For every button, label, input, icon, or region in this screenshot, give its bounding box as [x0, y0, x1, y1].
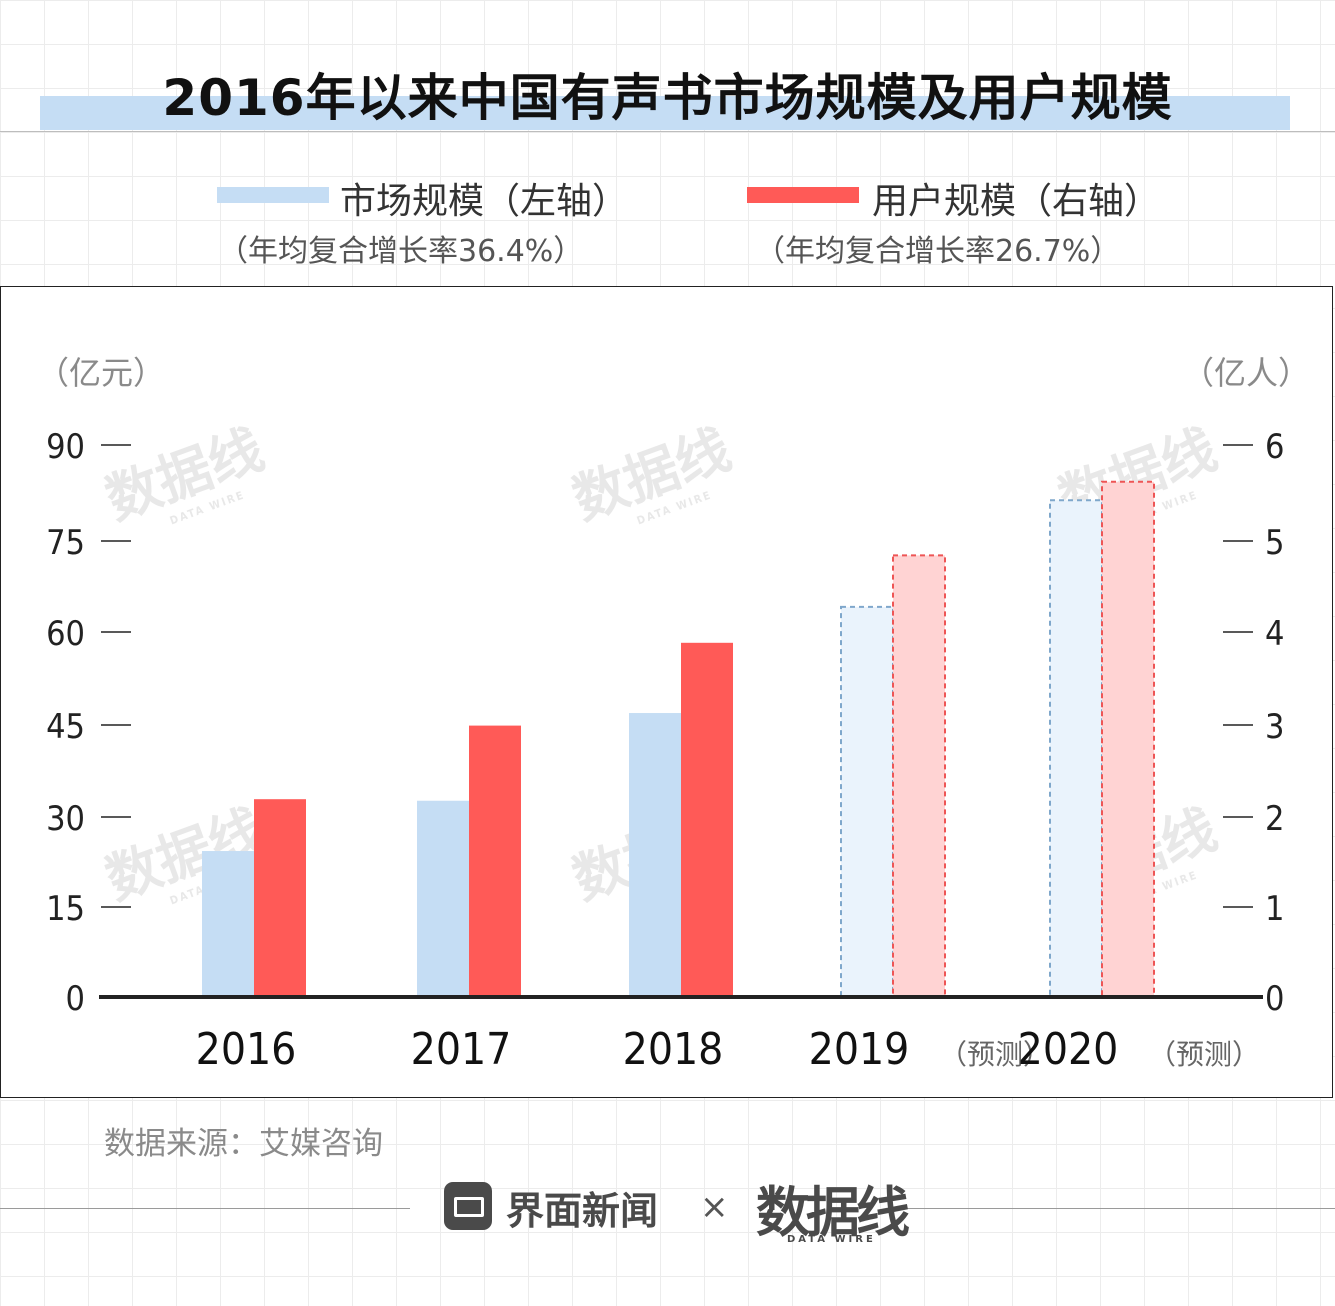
axis-layer: 90 75 60 45 30 15 0 6 5 4 3 2 1 0 2016 2017 2018 2019 （预测）…: [46, 427, 1284, 1075]
footer-line-right: [906, 1208, 1335, 1209]
bar-users-2016: [254, 799, 306, 997]
x-tick-label-2019: 2019: [809, 1024, 910, 1075]
datawire-logo: 数据线: [756, 1181, 910, 1244]
bar-market-2017: [417, 800, 469, 997]
bar-users-2019: [892, 554, 946, 998]
title-highlight-band: [40, 96, 1290, 130]
x-tick-label-2016: 2016: [196, 1024, 297, 1075]
bar-market-2018: [629, 713, 681, 997]
right-tick-label: 4: [1265, 614, 1284, 654]
bar-market-2020: [1049, 499, 1103, 998]
bar-market-2019: [840, 605, 894, 998]
x-tick-label-2017: 2017: [411, 1024, 512, 1075]
chart-title: 2016年以来中国有声书市场规模及用户规模: [162, 69, 1173, 127]
right-axis-unit: （亿人）: [1182, 355, 1310, 391]
right-tick-label: 0: [1265, 979, 1284, 1019]
brand-separator: ×: [700, 1187, 729, 1227]
x-tick-label-2020: 2020: [1018, 1024, 1119, 1075]
title-divider-line: [0, 131, 1335, 132]
source-note: 数据来源：艾媒咨询: [104, 1126, 383, 1162]
chart-panel: 数据线 DATA WIRE 数据线 DATA WIRE 数据线 DATA WIRE 数据线 D…: [0, 286, 1333, 1098]
left-tick-label: 30: [46, 799, 85, 839]
datawire-logo-subtitle: DATA WIRE: [787, 1234, 876, 1245]
right-tick-label: 5: [1265, 523, 1284, 563]
jiemian-logo-icon: [444, 1182, 492, 1230]
bar-users-2017: [469, 725, 521, 997]
legend-sub-users: （年均复合增长率26.7%）: [755, 234, 1121, 269]
x-tick-note-2019: （预测）: [939, 1039, 1051, 1070]
legend-swatch-market: [217, 187, 329, 203]
legend-label-market: 市场规模（左轴）: [340, 181, 629, 222]
left-tick-label: 90: [46, 427, 85, 467]
x-tick-note-2020: （预测）: [1148, 1039, 1260, 1070]
left-tick-label: 45: [46, 707, 85, 747]
left-tick-label: 0: [66, 979, 85, 1019]
left-tick-label: 75: [46, 523, 85, 563]
x-tick-label-2018: 2018: [623, 1024, 724, 1075]
right-tick-label: 2: [1265, 799, 1284, 839]
bar-market-2016: [202, 851, 254, 997]
right-tick-label: 6: [1265, 427, 1284, 467]
jiemian-brand-name: 界面新闻: [506, 1189, 659, 1233]
right-tick-label: 3: [1265, 707, 1284, 747]
left-tick-label: 60: [46, 614, 85, 654]
footer-line-left: [0, 1208, 410, 1209]
bar-users-2018: [681, 642, 733, 997]
legend-swatch-users: [747, 187, 859, 203]
left-axis-unit: （亿元）: [37, 355, 165, 391]
legend-sub-market: （年均复合增长率36.4%）: [218, 234, 584, 269]
bars-layer: [202, 480, 1155, 999]
left-tick-label: 15: [46, 889, 85, 929]
bar-users-2020: [1101, 480, 1155, 999]
right-tick-label: 1: [1265, 889, 1284, 929]
legend-label-users: 用户规模（右轴）: [872, 181, 1161, 222]
